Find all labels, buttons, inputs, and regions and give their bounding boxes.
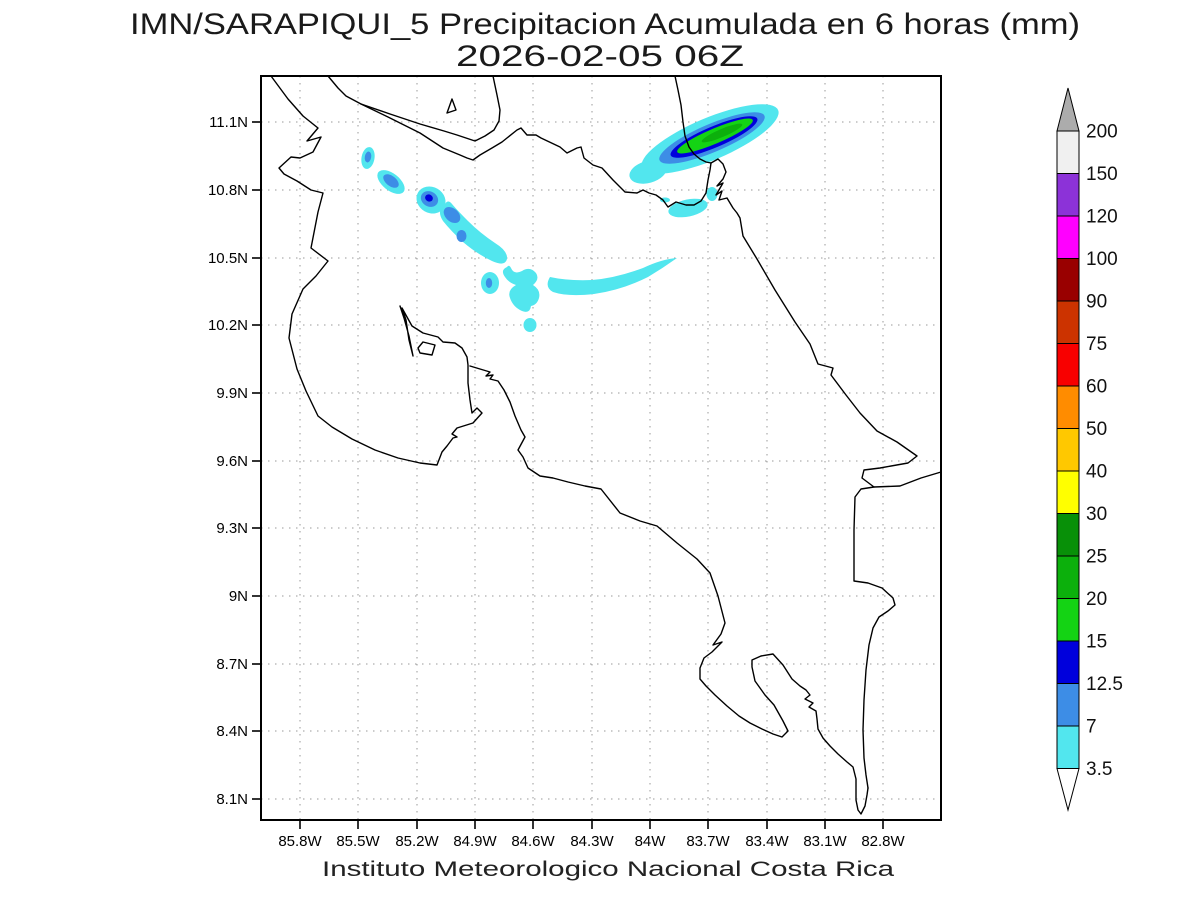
lat-tick-label: 9.6N (216, 453, 248, 470)
longitude-ticks (299, 820, 884, 829)
lon-tick-label: 83.4W (745, 833, 789, 850)
colorbar-label: 15 (1086, 632, 1107, 653)
colorbar-cell (1056, 428, 1080, 472)
lon-tick-label: 85.5W (336, 833, 380, 850)
colorbar-label: 12.5 (1086, 674, 1123, 695)
lat-tick-label: 11.1N (209, 114, 248, 131)
island-lake-nicaragua (446, 98, 457, 114)
colorbar-cell (1056, 683, 1080, 727)
lon-tick-label: 84W (635, 833, 667, 850)
longitude-gridlines (299, 76, 884, 820)
colorbar-label: 50 (1086, 419, 1107, 440)
colorbar-cell (1056, 513, 1080, 557)
colorbar-cell (1056, 470, 1080, 514)
colorbar-cell (1056, 640, 1080, 684)
colorbar-cell (1056, 300, 1080, 344)
longitude-axis-labels: 85.8W 85.5W 85.2W 84.9W 84.6W 84.3W 84W … (278, 833, 905, 850)
colorbar-label: 40 (1086, 462, 1107, 483)
colorbar-label: 150 (1086, 164, 1118, 185)
coast-northwest-nicoya (270, 75, 483, 466)
plot-title: IMN/SARAPIQUI_5 Precipitacion Acumulada … (130, 8, 1080, 41)
coastline-costa-rica (270, 75, 942, 815)
island-gulf-of-nicoya (417, 341, 436, 356)
colorbar-label: 30 (1086, 504, 1107, 525)
colorbar-label: 200 (1086, 122, 1118, 143)
coast-gulf-east-pacific (469, 365, 869, 815)
colorbar-cell (1056, 385, 1080, 429)
colorbar-cell (1056, 725, 1080, 769)
latitude-gridlines (261, 121, 941, 800)
colorbar-label: 60 (1086, 377, 1107, 398)
border-panama (853, 486, 896, 789)
colorbar-arrow-bottom (1056, 768, 1080, 812)
lon-tick-label: 85.2W (395, 833, 439, 850)
lat-tick-label: 10.5N (208, 250, 248, 267)
colorbar-cell (1056, 258, 1080, 302)
colorbar-arrow-top (1056, 87, 1080, 132)
lat-tick-label: 10.8N (208, 182, 248, 199)
colorbar-label: 3.5 (1086, 759, 1112, 780)
colorbar-label: 120 (1086, 207, 1118, 228)
lat-tick-label: 9.3N (216, 520, 248, 537)
lat-tick-label: 9N (229, 588, 248, 605)
precip-shading-20mm (701, 123, 743, 143)
lake-nicaragua-shore (327, 75, 501, 142)
lon-tick-label: 83.1W (803, 833, 847, 850)
colorbar-label: 25 (1086, 547, 1107, 568)
colorbar-cell (1056, 598, 1080, 642)
latitude-ticks (252, 121, 261, 800)
coast-nicaragua-southeast (360, 103, 712, 208)
colorbar-label: 75 (1086, 334, 1107, 355)
colorbar-label: 20 (1086, 589, 1107, 610)
lat-tick-label: 8.7N (216, 656, 248, 673)
plot-subtitle-datetime: 2026-02-05 06Z (456, 40, 744, 73)
lon-tick-label: 83.7W (686, 833, 730, 850)
map-frame (260, 75, 942, 821)
colorbar (1056, 87, 1080, 812)
colorbar-cell (1056, 215, 1080, 259)
lon-tick-label: 85.8W (278, 833, 322, 850)
lat-tick-label: 8.4N (216, 723, 248, 740)
lon-tick-label: 82.8W (861, 833, 905, 850)
colorbar-cell (1056, 130, 1080, 174)
lon-tick-label: 84.9W (453, 833, 497, 850)
colorbar-cell (1056, 343, 1080, 387)
footer-institution: Instituto Meteorologico Nacional Costa R… (322, 858, 894, 881)
colorbar-labels: 200 150 120 100 90 75 60 50 40 30 25 20 … (1086, 122, 1123, 781)
lat-tick-label: 10.2N (208, 317, 248, 334)
coast-caribbean (710, 158, 942, 488)
colorbar-cell (1056, 173, 1080, 217)
lat-tick-label: 9.9N (216, 385, 248, 402)
lon-tick-label: 84.3W (570, 833, 614, 850)
latitude-axis-labels: 11.1N 10.8N 10.5N 10.2N 9.9N 9.6N 9.3N 9… (208, 114, 248, 808)
colorbar-label: 90 (1086, 292, 1107, 313)
border-river-san-juan (674, 75, 712, 164)
lon-tick-label: 84.6W (511, 833, 555, 850)
colorbar-label: 100 (1086, 249, 1118, 270)
colorbar-label: 7 (1086, 717, 1097, 738)
lat-tick-label: 8.1N (216, 791, 248, 808)
colorbar-cell (1056, 555, 1080, 599)
